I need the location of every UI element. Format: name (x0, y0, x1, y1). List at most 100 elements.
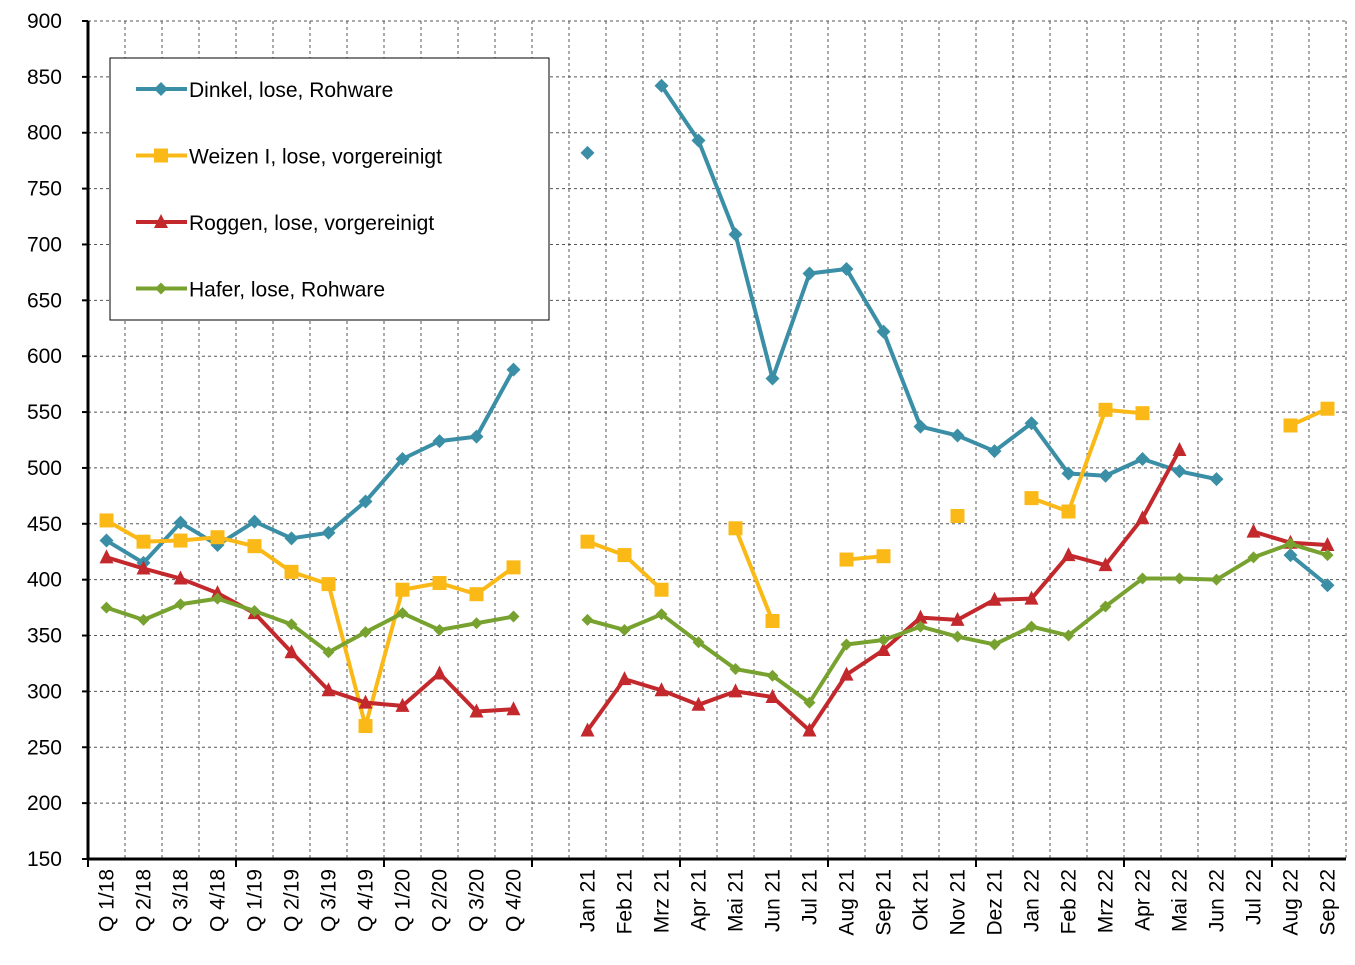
marker (839, 262, 854, 277)
marker (99, 513, 114, 528)
y-tick-label: 700 (27, 233, 62, 256)
x-tick-label: Apr 22 (1132, 869, 1155, 931)
marker (358, 494, 373, 509)
marker (802, 266, 817, 281)
marker (285, 618, 298, 631)
marker (1320, 401, 1335, 416)
legend-label: Roggen, lose, vorgereinigt (189, 212, 434, 235)
marker (729, 663, 742, 676)
marker (284, 531, 299, 546)
marker (876, 642, 891, 657)
marker (507, 610, 520, 623)
marker (247, 539, 262, 554)
marker (1135, 406, 1150, 421)
marker (154, 82, 168, 96)
marker (765, 371, 780, 386)
marker (469, 703, 484, 718)
x-tick-label: Dez 21 (984, 869, 1007, 936)
marker (136, 534, 151, 549)
x-tick-label: Feb 21 (614, 869, 637, 934)
x-tick-label: Q 1/20 (392, 869, 415, 932)
marker (876, 549, 891, 564)
marker (654, 682, 669, 697)
marker (506, 701, 521, 716)
marker (950, 428, 965, 443)
x-tick-label: Jul 21 (799, 869, 822, 925)
marker (359, 626, 372, 639)
y-tick-label: 450 (27, 513, 62, 536)
marker (322, 646, 335, 659)
marker (950, 508, 965, 523)
marker (617, 548, 632, 563)
y-tick-label: 550 (27, 401, 62, 424)
x-tick-label: Okt 21 (910, 869, 933, 931)
marker (876, 324, 891, 339)
marker (506, 362, 521, 377)
x-tick-label: Nov 21 (947, 869, 970, 936)
y-tick-label: 400 (27, 569, 62, 592)
y-tick-label: 800 (27, 122, 62, 145)
x-tick-label: Jun 22 (1206, 869, 1229, 932)
y-tick-label: 350 (27, 625, 62, 648)
marker (1172, 442, 1187, 457)
legend-label: Weizen I, lose, vorgereinigt (189, 146, 442, 169)
marker (655, 608, 668, 621)
marker (136, 560, 151, 575)
y-tick-label: 150 (27, 848, 62, 871)
marker (154, 214, 168, 228)
marker (765, 688, 780, 703)
marker (1209, 472, 1224, 487)
x-tick-label: Q 4/18 (207, 869, 230, 932)
marker (100, 601, 113, 614)
marker (284, 564, 299, 579)
marker (1283, 548, 1298, 563)
marker (284, 644, 299, 659)
y-tick-label: 650 (27, 289, 62, 312)
x-tick-label: Jun 21 (762, 869, 785, 932)
marker (581, 613, 594, 626)
x-tick-label: Sep 21 (873, 869, 896, 936)
marker (99, 533, 114, 548)
x-tick-label: Q 2/18 (133, 869, 156, 932)
x-tick-label: Feb 22 (1058, 869, 1081, 934)
legend-label: Dinkel, lose, Rohware (189, 79, 393, 102)
marker (469, 587, 484, 602)
marker (728, 683, 743, 698)
marker (840, 638, 853, 651)
marker (1135, 510, 1150, 525)
marker (432, 576, 447, 591)
marker (987, 444, 1002, 459)
y-tick-label: 900 (27, 10, 62, 33)
x-tick-label: Q 3/18 (170, 869, 193, 932)
marker (155, 282, 167, 295)
y-tick-label: 850 (27, 66, 62, 89)
marker (321, 525, 336, 540)
marker (839, 666, 854, 681)
legend-box (109, 57, 550, 321)
marker (173, 533, 188, 548)
marker (580, 722, 595, 737)
y-tick-label: 250 (27, 736, 62, 759)
x-tick-label: Mrz 22 (1095, 869, 1118, 933)
marker (1061, 466, 1076, 481)
marker (654, 78, 669, 93)
marker (395, 697, 410, 712)
marker (1024, 590, 1039, 605)
marker (1025, 620, 1038, 633)
marker (396, 607, 409, 620)
marker (1210, 573, 1223, 586)
marker (1061, 504, 1076, 519)
marker (321, 682, 336, 697)
marker (765, 614, 780, 629)
marker (951, 630, 964, 643)
x-tick-label: Aug 22 (1280, 869, 1303, 936)
marker (154, 148, 168, 163)
marker (913, 419, 928, 434)
x-tick-label: Jan 21 (577, 869, 600, 932)
marker (247, 514, 262, 529)
marker (654, 582, 669, 597)
y-tick-label: 200 (27, 792, 62, 815)
y-tick-label: 750 (27, 178, 62, 201)
marker (1062, 629, 1075, 642)
marker (692, 636, 705, 649)
